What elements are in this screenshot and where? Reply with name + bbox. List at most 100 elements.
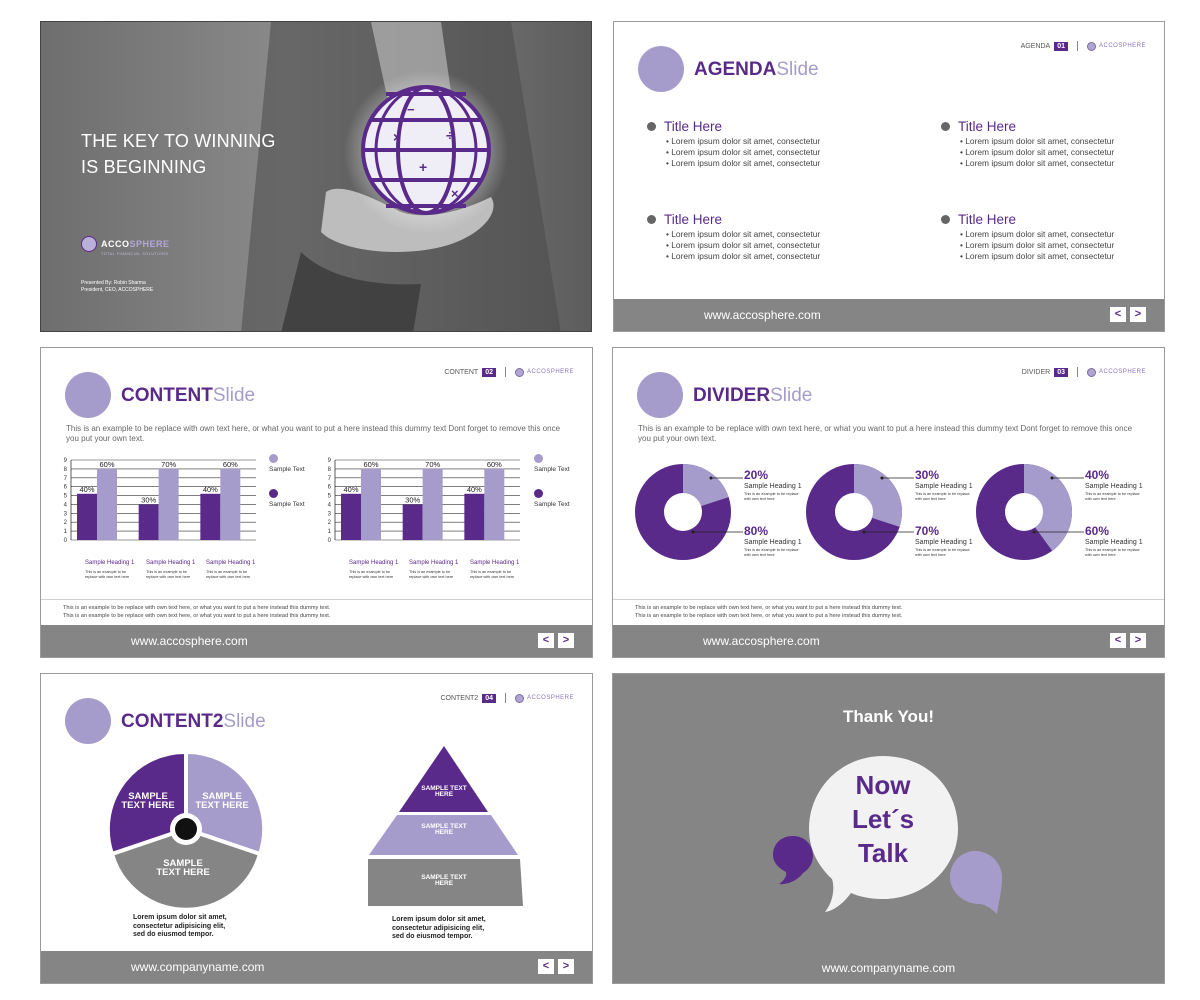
agenda-item: Title Here • Lorem ipsum dolor sit amet,… — [646, 119, 876, 169]
logo-text-b: SPHERE — [129, 239, 170, 249]
speech-bubbles — [773, 756, 1002, 914]
pie-caption: Lorem ipsum dolor sit amet, consectetur … — [133, 914, 227, 938]
donut-body: This is an example to be replace with ow… — [915, 492, 970, 501]
pyramid-label: SAMPLE TEXT HERE — [421, 823, 467, 837]
header-logo-text: ACCOSPHERE — [1098, 369, 1146, 375]
agenda-bullet: • Lorem ipsum dolor sit amet, consectetu… — [960, 251, 1115, 261]
slide-nav: < > — [538, 959, 574, 974]
donut-heading: Sample Heading 1 — [1085, 483, 1143, 490]
footer-url[interactable]: www.accosphere.com — [704, 308, 821, 322]
bar — [200, 493, 221, 540]
header-number: 01 — [1054, 41, 1068, 51]
header-logo: ACCOSPHERE — [1086, 41, 1146, 51]
prev-arrow-icon[interactable]: < — [1110, 633, 1126, 648]
slide-footer: www.companyname.com < > — [41, 951, 592, 983]
cover-title-line2: IS BEGINNING — [81, 157, 207, 177]
content2-slide[interactable]: CONTENT2Slide CONTENT2 04 ACCOSPHERE SAM… — [40, 673, 593, 984]
agenda-bullet: • Lorem ipsum dolor sit amet, consectetu… — [666, 251, 821, 261]
title-light: Slide — [776, 59, 819, 80]
donut-body: This is an example to be replace with ow… — [1085, 492, 1140, 501]
slide-nav: < > — [538, 633, 574, 648]
title-circle-decoration — [65, 372, 111, 418]
footer-url[interactable]: www.accosphere.com — [131, 634, 248, 648]
cover-title: THE KEY TO WINNING IS BEGINNING — [81, 128, 276, 180]
bar — [361, 468, 381, 540]
y-tick-label: 7 — [328, 476, 332, 482]
chart-body: This is an example to be replace with ow… — [409, 570, 454, 579]
logo-text-a: ACCO — [101, 239, 130, 249]
footer-url[interactable]: www.accosphere.com — [703, 634, 820, 648]
title-circle-decoration — [638, 46, 684, 92]
title-bold: CONTENT2 — [121, 711, 224, 732]
chart-body: This is an example to be replace with ow… — [85, 570, 130, 579]
pie-label: SAMPLE TEXT HERE — [156, 858, 210, 878]
divider-slide[interactable]: DIVIDERSlide DIVIDER 03 ACCOSPHERE This … — [612, 347, 1165, 658]
next-arrow-icon[interactable]: > — [1130, 633, 1146, 648]
header-number: 03 — [1054, 367, 1068, 377]
title-bold: CONTENT — [121, 385, 213, 406]
footer-url[interactable]: www.companyname.com — [821, 961, 956, 975]
y-tick-label: 6 — [328, 485, 332, 491]
agenda-item-title: Title Here — [646, 212, 876, 228]
thankyou-slide[interactable]: Thank You! Now Let´s Talk www.companynam… — [612, 673, 1165, 984]
bar-chart: 0 1 2 3 4 5 6 7 8 9 40% 60% 30% 70% 40% 60% — [328, 458, 520, 544]
donut-hole — [1005, 493, 1043, 531]
slide-nav: < > — [1110, 633, 1146, 648]
svg-text:×: × — [393, 129, 401, 145]
prev-arrow-icon[interactable]: < — [538, 633, 554, 648]
prev-arrow-icon[interactable]: < — [538, 959, 554, 974]
cover-slide[interactable]: × + ÷ − × THE KEY TO WINNING IS BEGINNIN… — [40, 21, 592, 332]
pyramid-chart — [368, 746, 523, 906]
bar — [402, 504, 423, 540]
chart-body: This is an example to be replace with ow… — [146, 570, 191, 579]
header-label: AGENDA — [1020, 42, 1051, 50]
donut-body: This is an example to be replace with ow… — [915, 548, 970, 557]
callout-dot — [862, 530, 866, 534]
talk-line: Now — [855, 770, 911, 800]
donut-top-pct: 20% — [744, 468, 769, 482]
pyramid-level — [399, 746, 488, 812]
y-tick-label: 6 — [64, 485, 68, 491]
agenda-bullet: • Lorem ipsum dolor sit amet, consectetu… — [960, 229, 1115, 239]
prev-arrow-icon[interactable]: < — [1110, 307, 1126, 322]
chart-body: This is an example to be replace with ow… — [206, 570, 251, 579]
content-slide[interactable]: CONTENTSlide CONTENT 02 ACCOSPHERE This … — [40, 347, 593, 658]
slide-title: DIVIDERSlide — [693, 385, 812, 407]
slide-description: This is an example to be replace with ow… — [638, 424, 1133, 443]
bar — [158, 468, 179, 540]
agenda-item: Title Here • Lorem ipsum dolor sit amet,… — [646, 212, 876, 262]
pie-label: SAMPLE TEXT HERE — [121, 791, 175, 811]
slide-footer: www.accosphere.com < > — [613, 625, 1164, 657]
data-label: 40% — [203, 485, 218, 494]
data-label: 60% — [363, 460, 378, 469]
slide-nav: < > — [1110, 307, 1146, 322]
logo-globe-icon — [514, 367, 524, 377]
callout-dot — [1050, 476, 1054, 480]
agenda-item: Title Here • Lorem ipsum dolor sit amet,… — [940, 212, 1164, 262]
next-arrow-icon[interactable]: > — [558, 959, 574, 974]
agenda-bullet: • Lorem ipsum dolor sit amet, consectetu… — [960, 158, 1115, 168]
footer-url[interactable]: www.companyname.com — [131, 960, 265, 974]
slide-header: CONTENT2 04 ACCOSPHERE — [440, 693, 574, 703]
chart-legend: Sample Text Sample Text — [534, 454, 570, 508]
legend-label: Sample Text — [269, 466, 305, 473]
data-label: 60% — [223, 460, 238, 469]
slide-header: CONTENT 02 ACCOSPHERE — [444, 367, 574, 377]
chart-heading: Sample Heading 1 — [206, 560, 256, 566]
donut-hole — [835, 493, 873, 531]
next-arrow-icon[interactable]: > — [1130, 307, 1146, 322]
legend-swatch — [534, 454, 543, 463]
title-bold: DIVIDER — [693, 385, 771, 406]
agenda-bullet: • Lorem ipsum dolor sit amet, consectetu… — [666, 136, 821, 146]
data-label: 40% — [79, 485, 94, 494]
chart-heading: Sample Heading 1 — [409, 560, 459, 566]
title-bold: AGENDA — [694, 59, 777, 80]
header-logo-text: ACCOSPHERE — [1098, 43, 1146, 49]
agenda-item-title: Title Here — [646, 119, 876, 135]
title-light: Slide — [212, 385, 256, 406]
donut-heading: Sample Heading 1 — [915, 483, 973, 490]
next-arrow-icon[interactable]: > — [558, 633, 574, 648]
agenda-slide[interactable]: AGENDASlide AGENDA 01 ACCOSPHERE Title H… — [613, 21, 1165, 332]
bottom-note-line: This is an example to be replace with ow… — [635, 605, 903, 611]
data-label: 30% — [141, 495, 156, 504]
